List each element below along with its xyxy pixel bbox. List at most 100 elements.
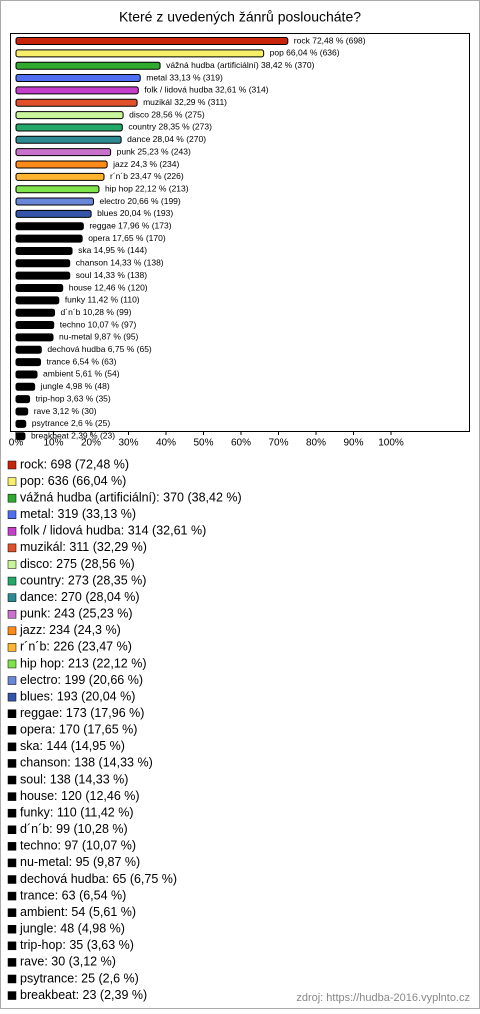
- bar: [15, 382, 36, 391]
- legend-swatch: [7, 593, 17, 602]
- bar: [15, 296, 60, 305]
- value-label: dechová hudba 6,75 % (65): [47, 344, 152, 354]
- value-label: ambient 5,61 % (54): [43, 369, 120, 379]
- x-tick-label: 40%: [156, 438, 176, 449]
- bar: [15, 37, 289, 45]
- x-tick-label: 60%: [231, 438, 251, 449]
- x-tick-label: 80%: [306, 438, 326, 449]
- legend-label: techno: 97 (10,07 %): [20, 839, 136, 853]
- value-label: funky 11,42 % (110): [65, 295, 140, 305]
- value-label: disco 28,56 % (275): [129, 109, 205, 119]
- legend-label: psytrance: 25 (2,6 %): [20, 971, 139, 985]
- legend-label: nu-metal: 95 (9,87 %): [20, 855, 140, 869]
- legend-swatch: [7, 858, 17, 868]
- bar: [15, 234, 83, 243]
- value-label: pop 66,04 % (636): [270, 48, 340, 58]
- bar: [15, 222, 84, 231]
- bar: [15, 160, 108, 169]
- legend-label: funky: 110 (11,42 %): [20, 805, 134, 819]
- legend-swatch: [7, 676, 17, 685]
- bar: [15, 135, 122, 144]
- value-label: jazz 24,3 % (234): [112, 159, 179, 169]
- value-label: soul 14,33 % (138): [76, 270, 148, 280]
- value-label: d´n´b 10,28 % (99): [61, 307, 132, 317]
- value-label: ska 14,95 % (144): [78, 245, 147, 255]
- value-label: r´n´b 23,47 % (226): [110, 171, 184, 181]
- legend-label: dechová hudba: 65 (6,75 %): [20, 872, 177, 886]
- legend-label: pop: 636 (66,04 %): [20, 474, 126, 488]
- legend-label: trance: 63 (6,54 %): [20, 888, 126, 902]
- value-label: psytrance 2,6 % (25): [32, 418, 111, 428]
- legend-label: rave: 30 (3,12 %): [20, 955, 116, 969]
- bar: [15, 419, 27, 428]
- bar: [15, 284, 64, 292]
- x-tick-label: 20%: [81, 438, 101, 449]
- legend-swatch: [7, 924, 17, 934]
- legend-swatch: [7, 709, 17, 718]
- bar: [15, 61, 161, 70]
- bar: [15, 407, 29, 416]
- source: zdroj: https://hudba-2016.vyplnto.cz: [296, 992, 470, 1004]
- legend-label: blues: 193 (20,04 %): [20, 689, 135, 703]
- legend-swatch: [7, 941, 17, 951]
- bar: [15, 259, 71, 268]
- chart-title: Které z uvedených žánrů posloucháte?: [119, 9, 361, 25]
- legend-swatch: [7, 692, 17, 702]
- value-label: house 12,46 % (120): [69, 282, 148, 292]
- legend-label: punk: 243 (25,23 %): [20, 607, 133, 621]
- value-label: blues 20,04 % (193): [97, 208, 173, 218]
- legend-swatch: [7, 842, 17, 851]
- legend-swatch: [7, 808, 17, 818]
- bar: [15, 49, 265, 58]
- legend-swatch: [7, 775, 17, 785]
- legend-swatch: [7, 726, 17, 735]
- legend-label: d´n´b: 99 (10,28 %): [20, 822, 128, 836]
- legend-label: breakbeat: 23 (2,39 %): [20, 988, 147, 1002]
- legend-label: reggae: 173 (17,96 %): [20, 706, 144, 720]
- x-tick-label: 70%: [268, 438, 288, 449]
- bar: [15, 395, 31, 404]
- legend-swatch: [7, 543, 17, 553]
- legend-label: metal: 319 (33,13 %): [20, 507, 136, 521]
- legend-swatch: [7, 958, 17, 967]
- legend-label: hip hop: 213 (22,12 %): [20, 656, 146, 670]
- legend-swatch: [7, 493, 17, 503]
- bar: [15, 123, 123, 132]
- legend-label: dance: 270 (28,04 %): [20, 590, 140, 604]
- value-label: nu-metal 9,87 % (95): [59, 332, 139, 342]
- x-tick-label: 10%: [43, 438, 63, 449]
- bar: [15, 271, 71, 280]
- x-tick-label: 30%: [118, 438, 138, 449]
- legend-label: trip-hop: 35 (3,63 %): [20, 938, 134, 952]
- legend-swatch: [7, 659, 17, 669]
- legend-label: chanson: 138 (14,33 %): [20, 756, 153, 770]
- legend-swatch: [7, 891, 17, 901]
- legend-swatch: [7, 477, 17, 486]
- x-tick-label: 90%: [343, 438, 363, 449]
- value-label: folk / lidová hudba 32,61 % (314): [144, 85, 268, 95]
- value-label: breakbeat 2,39 % (23): [31, 430, 115, 440]
- value-label: trance 6,54 % (63): [47, 356, 117, 366]
- bar: [15, 321, 55, 330]
- bar: [15, 74, 141, 83]
- legend-label: folk / lidová hudba: 314 (32,61 %): [20, 524, 206, 538]
- bar: [15, 370, 38, 379]
- value-label: muzikál 32,29 % (311): [143, 97, 227, 107]
- legend-swatch: [7, 460, 17, 470]
- bar: [15, 197, 94, 206]
- legend-label: ska: 144 (14,95 %): [20, 739, 125, 753]
- value-label: electro 20,66 % (199): [99, 196, 180, 206]
- bar: [15, 432, 26, 441]
- value-label: techno 10,07 % (97): [60, 319, 137, 329]
- x-tick-label: 100%: [378, 438, 404, 449]
- value-label: rave 3,12 % (30): [34, 406, 97, 416]
- bar: [15, 358, 42, 367]
- legend-label: country: 273 (28,35 %): [20, 573, 146, 587]
- legend-label: jazz: 234 (24,3 %): [19, 623, 121, 637]
- bar: [15, 86, 139, 95]
- legend-label: soul: 138 (14,33 %): [20, 772, 128, 786]
- bar: [15, 308, 56, 317]
- legend-label: r´n´b: 226 (23,47 %): [20, 640, 132, 654]
- legend-swatch: [7, 560, 17, 569]
